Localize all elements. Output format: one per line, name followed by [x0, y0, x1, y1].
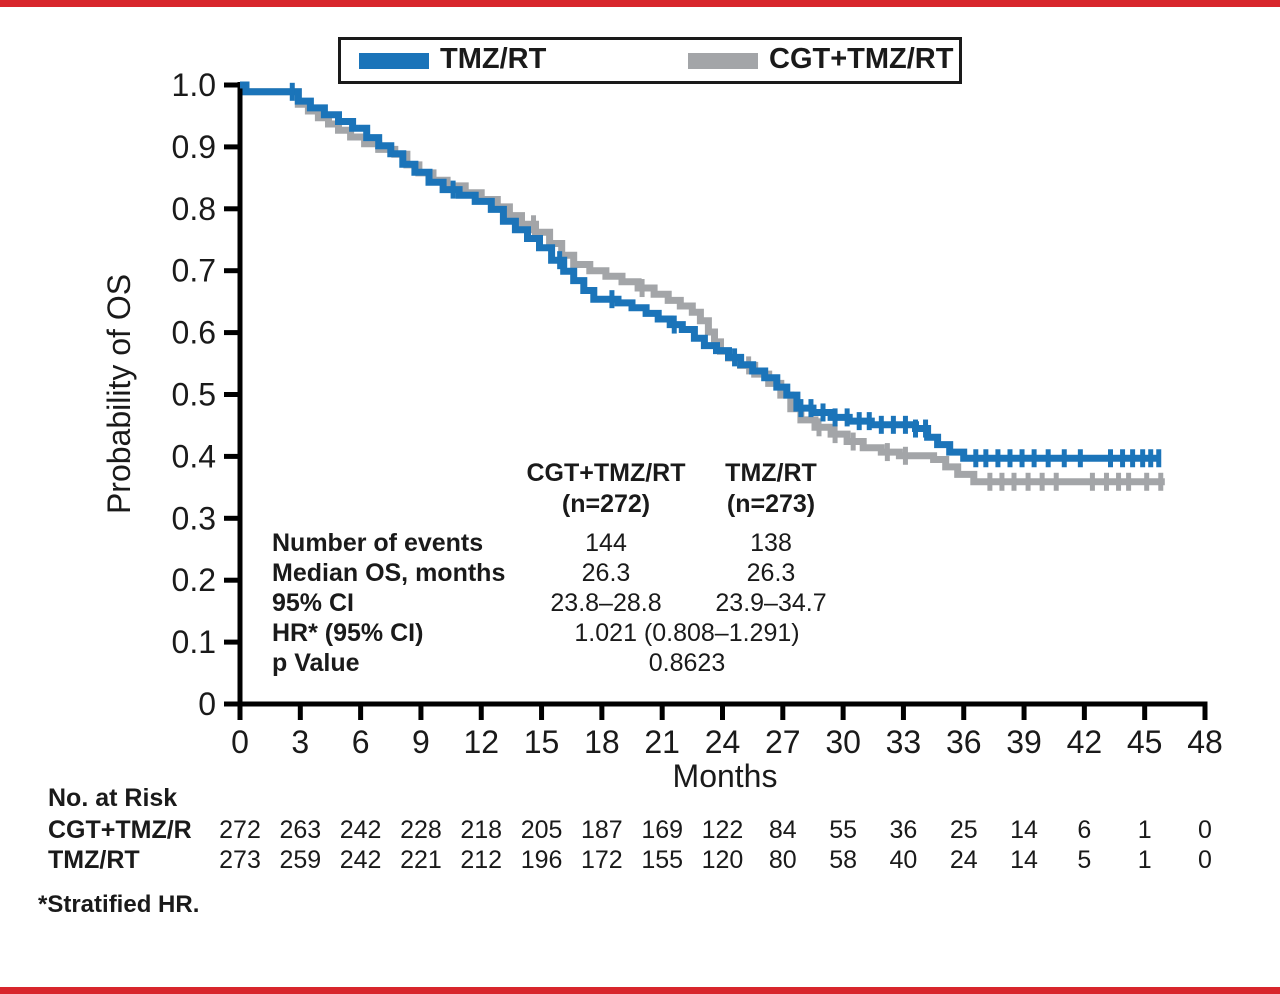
risk-cell: 122 — [701, 816, 744, 844]
risk-cell: 40 — [889, 846, 918, 874]
km-curve-tmz-rt — [240, 81, 1159, 462]
risk-cell: 259 — [279, 846, 322, 874]
y-tick-label: 0.6 — [172, 315, 216, 351]
risk-cell: 24 — [949, 846, 978, 874]
stats-value: 23.8–28.8 — [550, 589, 662, 617]
x-tick-label: 21 — [644, 724, 680, 760]
risk-cell: 169 — [641, 816, 684, 844]
risk-cell: 36 — [889, 816, 918, 844]
stats-col-n: (n=272) — [561, 490, 651, 518]
risk-cell: 263 — [279, 816, 322, 844]
risk-cell: 25 — [949, 816, 978, 844]
x-tick-label: 9 — [412, 724, 430, 760]
y-tick-label: 0.3 — [172, 500, 216, 536]
risk-cell: 172 — [581, 846, 623, 874]
risk-cell: 205 — [520, 816, 563, 844]
bottom-accent-bar — [0, 987, 1280, 994]
stats-row-label: HR* (95% CI) — [272, 619, 424, 647]
risk-cell: 1 — [1137, 816, 1152, 844]
y-tick-label: 0.4 — [172, 438, 216, 474]
y-tick-label: 0.8 — [172, 191, 216, 227]
x-tick-label: 33 — [886, 724, 922, 760]
risk-cell: 228 — [400, 816, 442, 844]
stats-row-label: 95% CI — [272, 589, 354, 617]
risk-cell: 221 — [400, 846, 442, 874]
x-tick-label: 45 — [1127, 724, 1163, 760]
x-axis-title: Months — [673, 758, 778, 794]
stats-value: 23.9–34.7 — [715, 589, 827, 617]
x-tick-label: 24 — [705, 724, 741, 760]
legend-swatch-cgt-tmz-rt — [688, 53, 758, 69]
stats-row-label: Number of events — [272, 529, 484, 557]
x-tick-label: 6 — [352, 724, 370, 760]
y-tick-label: 0.9 — [172, 129, 216, 165]
risk-cell: 5 — [1077, 846, 1092, 874]
risk-cell: 242 — [339, 816, 382, 844]
risk-cell: 196 — [520, 846, 563, 874]
x-tick-label: 39 — [1006, 724, 1042, 760]
y-tick-label: 1.0 — [172, 67, 216, 103]
stats-col-name: TMZ/RT — [725, 459, 817, 487]
risk-cell: 0 — [1198, 816, 1212, 844]
stats-value: 26.3 — [746, 559, 796, 587]
stats-col-name: CGT+TMZ/RT — [526, 459, 686, 487]
risk-cell: 55 — [829, 816, 858, 844]
risk-cell: 80 — [768, 846, 797, 874]
y-tick-label: 0.7 — [172, 253, 216, 289]
legend-label-cgt-tmz-rt: CGT+TMZ/RT — [769, 43, 954, 75]
stats-col-header-cgt: CGT+TMZ/RT (n=272) — [522, 458, 690, 528]
y-tick-label: 0.2 — [172, 562, 216, 598]
legend-swatch-tmz-rt — [359, 53, 429, 69]
risk-cell: 58 — [829, 846, 858, 874]
y-tick-label: 0.1 — [172, 624, 216, 660]
risk-cell: 84 — [768, 816, 797, 844]
stats-table: CGT+TMZ/RT (n=272) TMZ/RT (n=273) Number… — [272, 458, 852, 678]
legend-box: TMZ/RT CGT+TMZ/RT — [338, 37, 962, 84]
stats-row-label: Median OS, months — [272, 559, 506, 587]
stats-value: 26.3 — [581, 559, 631, 587]
risk-cell: 187 — [581, 816, 623, 844]
y-axis-title: Probability of OS — [101, 274, 137, 514]
risk-cell: 14 — [1010, 816, 1038, 844]
x-tick-label: 36 — [946, 724, 982, 760]
stats-value-span: 1.021 (0.808–1.291) — [574, 619, 800, 647]
stats-value: 144 — [585, 529, 627, 557]
stats-value-span: 0.8623 — [648, 649, 726, 677]
risk-row-label-tmz: TMZ/RT — [48, 846, 140, 874]
risk-cell: 242 — [339, 846, 382, 874]
x-tick-label: 12 — [463, 724, 499, 760]
x-tick-label: 30 — [825, 724, 861, 760]
stats-corner — [272, 458, 522, 528]
x-tick-label: 15 — [524, 724, 560, 760]
risk-cell: 1 — [1137, 846, 1152, 874]
stats-value: 138 — [750, 529, 792, 557]
top-accent-bar — [0, 0, 1280, 7]
stats-col-header-tmz: TMZ/RT (n=273) — [690, 458, 852, 528]
stats-col-n: (n=273) — [726, 490, 816, 518]
x-tick-label: 18 — [584, 724, 620, 760]
x-tick-label: 27 — [765, 724, 801, 760]
risk-cell: 120 — [701, 846, 744, 874]
risk-row-label-cgt: CGT+TMZ/R — [48, 816, 192, 844]
risk-cell: 14 — [1010, 846, 1038, 874]
x-tick-label: 0 — [231, 724, 249, 760]
footnote: *Stratified HR. — [38, 891, 200, 918]
risk-cell: 212 — [460, 846, 503, 874]
x-tick-label: 48 — [1187, 724, 1223, 760]
y-tick-label: 0.5 — [172, 377, 216, 413]
risk-cell: 0 — [1198, 846, 1212, 874]
x-tick-label: 42 — [1067, 724, 1103, 760]
risk-cell: 218 — [460, 816, 503, 844]
risk-cell: 273 — [219, 846, 261, 874]
risk-table-title: No. at Risk — [48, 784, 178, 812]
risk-cell: 155 — [641, 846, 684, 874]
legend-label-tmz-rt: TMZ/RT — [440, 43, 547, 75]
risk-cell: 6 — [1077, 816, 1092, 844]
stats-row-label: p Value — [272, 649, 360, 677]
risk-cell: 272 — [219, 816, 261, 844]
y-tick-label: 0 — [198, 686, 216, 722]
x-tick-label: 3 — [291, 724, 309, 760]
